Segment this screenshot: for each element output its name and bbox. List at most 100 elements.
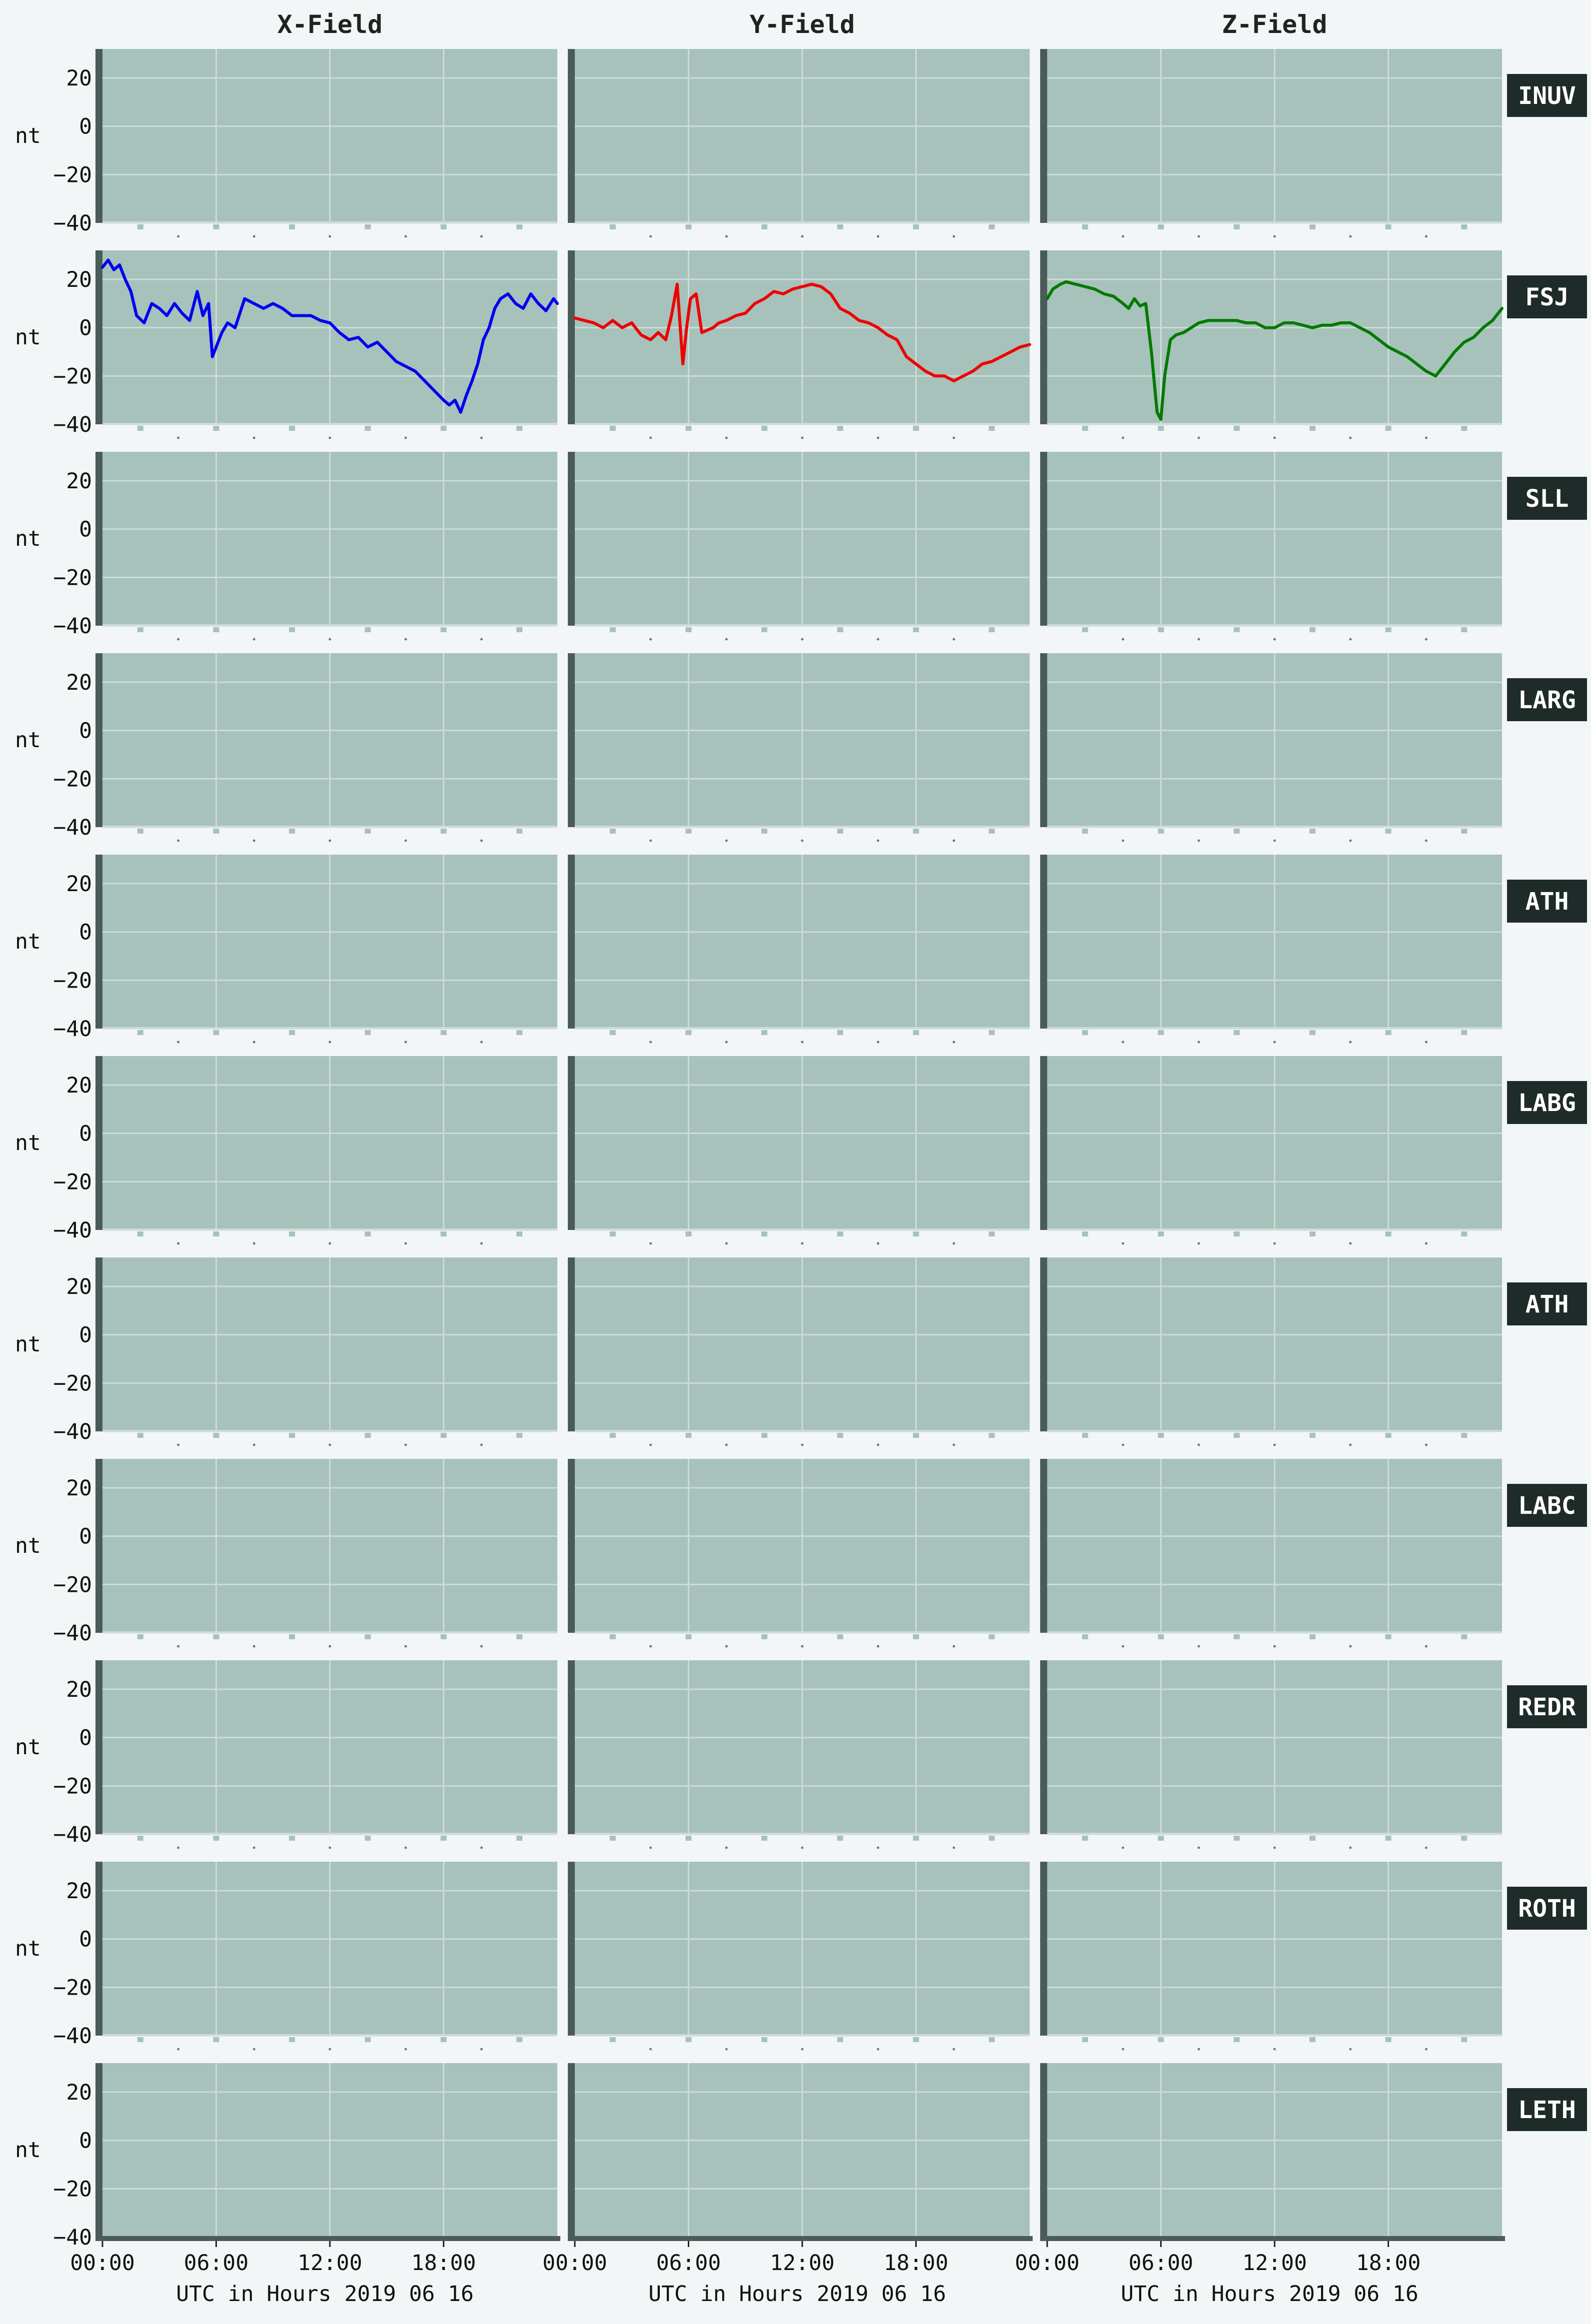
y-tick-label: 20 <box>66 670 92 695</box>
minor-tick <box>440 829 447 834</box>
minor-tick <box>1158 627 1164 632</box>
tick-dot <box>328 235 331 238</box>
tick-dot <box>1122 436 1125 439</box>
y-tick-label: −40 <box>53 1621 92 1646</box>
tick-dot <box>1425 1645 1428 1648</box>
tick-dot <box>177 2048 180 2051</box>
tick-dot <box>649 638 652 641</box>
tick-dot <box>801 1041 804 1044</box>
minor-tick <box>989 224 995 229</box>
y-tick-label: −40 <box>53 211 92 236</box>
tick-dot <box>480 1846 483 1849</box>
station-row-3 <box>95 452 1587 641</box>
tick-dot <box>1197 1645 1200 1648</box>
tick-dot <box>1122 2048 1125 2051</box>
tick-dot <box>649 436 652 439</box>
minor-tick <box>1082 2037 1088 2042</box>
left-spine <box>95 855 102 1029</box>
minor-tick <box>761 2037 768 2042</box>
minor-tick <box>213 627 219 632</box>
bottom-spine <box>568 2236 1033 2241</box>
station-label: LABG <box>1518 1089 1576 1117</box>
minor-tick <box>1461 1433 1468 1438</box>
tick-dot <box>1425 436 1428 439</box>
tick-dot <box>177 1443 180 1446</box>
column-title-3: Z-Field <box>1222 10 1328 39</box>
tick-dot <box>404 638 407 641</box>
y-tick-label: −20 <box>53 968 92 993</box>
minor-tick <box>1082 224 1088 229</box>
station-label-box <box>1507 1282 1587 1325</box>
tick-dot <box>801 1443 804 1446</box>
y-tick-label: −20 <box>53 1169 92 1194</box>
minor-tick <box>289 1836 295 1841</box>
minor-tick <box>516 224 523 229</box>
tick-dot <box>177 839 180 842</box>
left-spine <box>95 1459 102 1633</box>
minor-tick <box>837 1836 843 1841</box>
y-tick-label: −40 <box>53 614 92 639</box>
minor-tick <box>761 1836 768 1841</box>
minor-tick <box>1461 829 1468 834</box>
minor-tick <box>761 1030 768 1035</box>
tick-dot <box>877 1443 880 1446</box>
minor-tick <box>289 224 295 229</box>
minor-tick <box>1385 1030 1392 1035</box>
station-label: REDR <box>1518 1693 1576 1721</box>
tick-dot <box>252 839 255 842</box>
minor-tick <box>440 1634 447 1639</box>
tick-dot <box>177 1645 180 1648</box>
minor-tick <box>837 224 843 229</box>
minor-tick <box>440 2037 447 2042</box>
y-tick-label: 0 <box>79 920 92 945</box>
station-label-box <box>1507 477 1587 520</box>
tick-dot <box>480 1041 483 1044</box>
minor-tick <box>989 2037 995 2042</box>
minor-tick <box>137 1634 143 1639</box>
minor-tick <box>1385 829 1392 834</box>
left-spine <box>95 1862 102 2036</box>
y-tick-label: −40 <box>53 1822 92 1847</box>
tick-dot <box>1349 1645 1352 1648</box>
y-tick-label: −40 <box>53 815 92 840</box>
tick-dot <box>328 1443 331 1446</box>
y-tick-label: 20 <box>66 1073 92 1098</box>
left-spine <box>568 250 575 424</box>
station-label-box <box>1507 678 1587 721</box>
y-tick-label: 20 <box>66 2080 92 2105</box>
tick-dot <box>1197 1242 1200 1245</box>
tick-dot <box>480 839 483 842</box>
tick-dot <box>1349 235 1352 238</box>
station-row-1 <box>95 49 1587 238</box>
minor-tick <box>1082 1836 1088 1841</box>
minor-tick <box>137 1030 143 1035</box>
tick-dot <box>725 235 728 238</box>
tick-dot <box>328 1645 331 1648</box>
minor-tick <box>609 1836 616 1841</box>
tick-dot <box>1122 1645 1125 1648</box>
tick-dot <box>952 1645 955 1648</box>
tick-dot <box>1197 1443 1200 1446</box>
left-spine <box>568 1459 575 1633</box>
minor-tick <box>213 426 219 431</box>
minor-tick <box>364 1030 371 1035</box>
minor-tick <box>364 2037 371 2042</box>
tick-dot <box>177 1846 180 1849</box>
minor-tick <box>1461 1030 1468 1035</box>
minor-tick <box>1082 1433 1088 1438</box>
minor-tick <box>213 1634 219 1639</box>
minor-tick <box>1234 1030 1240 1035</box>
minor-tick <box>1234 2037 1240 2042</box>
minor-tick <box>837 1634 843 1639</box>
minor-tick <box>1234 1634 1240 1639</box>
y-tick-label: −20 <box>53 162 92 187</box>
left-spine <box>95 2063 102 2237</box>
tick-dot <box>877 235 880 238</box>
y-tick-label: 0 <box>79 1726 92 1751</box>
minor-tick <box>685 627 692 632</box>
station-row-11 <box>95 2063 1587 2241</box>
minor-tick <box>761 224 768 229</box>
minor-tick <box>213 1433 219 1438</box>
minor-tick <box>913 829 919 834</box>
minor-tick <box>1234 1231 1240 1236</box>
